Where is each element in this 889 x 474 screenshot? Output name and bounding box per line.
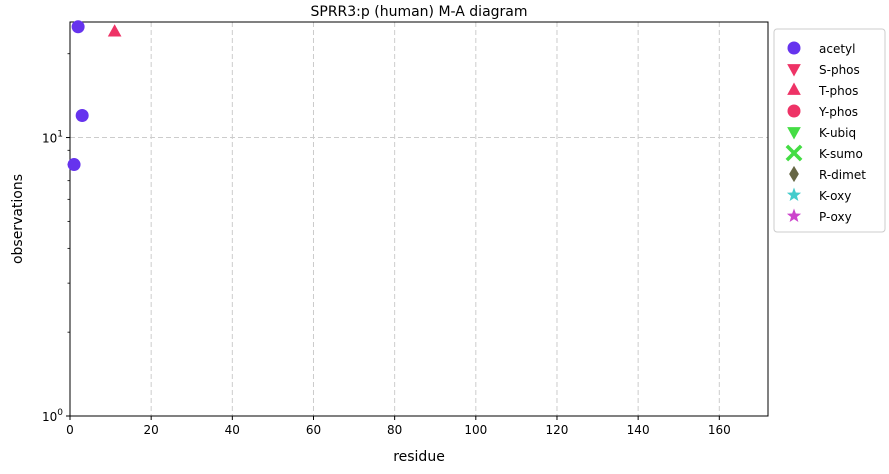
x-tick-label: 80 — [387, 423, 402, 437]
legend-label: P-oxy — [819, 210, 852, 224]
star-marker-icon — [786, 208, 802, 223]
diamond-marker-icon — [789, 165, 799, 183]
x-tick-label: 0 — [66, 423, 74, 437]
y-tick-label: 100 — [42, 408, 63, 424]
star-marker-icon — [786, 187, 802, 202]
data-points — [67, 20, 122, 172]
legend: acetyl S-phos T-phos Y-phos K-ubiq K-sumo R-di… — [773, 28, 886, 233]
x-tick-label: 160 — [708, 423, 731, 437]
y-tick-label: 101 — [42, 130, 63, 146]
y-axis-label: observations — [10, 174, 26, 264]
triangleup-marker-icon — [787, 82, 801, 95]
legend-item-k-oxy: K-oxy — [786, 187, 851, 203]
chart-title: SPRR3:p (human) M-A diagram — [310, 4, 527, 20]
x-tick-label: 140 — [627, 423, 650, 437]
x-tick-label: 40 — [225, 423, 240, 437]
legend-label: S-phos — [819, 63, 860, 77]
triangledown-marker-icon — [787, 127, 801, 140]
legend-label: R-dimet — [819, 168, 866, 182]
x-axis-label: residue — [393, 449, 445, 465]
point-acetyl — [71, 20, 85, 34]
point-acetyl — [67, 158, 81, 172]
x-tick-label: 100 — [464, 423, 487, 437]
legend-item-r-dimet: R-dimet — [789, 165, 866, 183]
legend-box — [773, 28, 886, 233]
legend-item-s-phos: S-phos — [787, 63, 860, 77]
legend-label: K-ubiq — [819, 126, 856, 140]
x-marker-icon — [785, 144, 803, 162]
legend-item-k-sumo: K-sumo — [785, 144, 863, 162]
point-acetyl — [75, 109, 89, 123]
axis-ticks: 0 20 40 60 80 100 120 140 160 100 101 — [42, 53, 731, 437]
point-t-phos — [107, 24, 122, 37]
x-tick-label: 60 — [306, 423, 321, 437]
x-tick-label: 120 — [546, 423, 569, 437]
legend-item-acetyl: acetyl — [787, 41, 855, 56]
legend-item-t-phos: T-phos — [787, 82, 858, 98]
legend-label: Y-phos — [818, 105, 858, 119]
legend-item-p-oxy: P-oxy — [786, 208, 852, 224]
legend-label: K-oxy — [819, 189, 851, 203]
x-tick-label: 20 — [144, 423, 159, 437]
x-marker-icon-stroke — [785, 144, 803, 162]
triangledown-marker-icon — [787, 64, 801, 77]
circle-marker-icon — [787, 41, 801, 55]
plot-area — [69, 21, 769, 417]
grid-layer — [70, 22, 768, 416]
legend-label: K-sumo — [819, 147, 863, 161]
legend-label: acetyl — [819, 42, 855, 56]
circle-marker-icon — [787, 104, 801, 118]
legend-item-k-ubiq: K-ubiq — [787, 126, 856, 140]
legend-label: T-phos — [818, 84, 858, 98]
legend-item-y-phos: Y-phos — [787, 104, 858, 119]
